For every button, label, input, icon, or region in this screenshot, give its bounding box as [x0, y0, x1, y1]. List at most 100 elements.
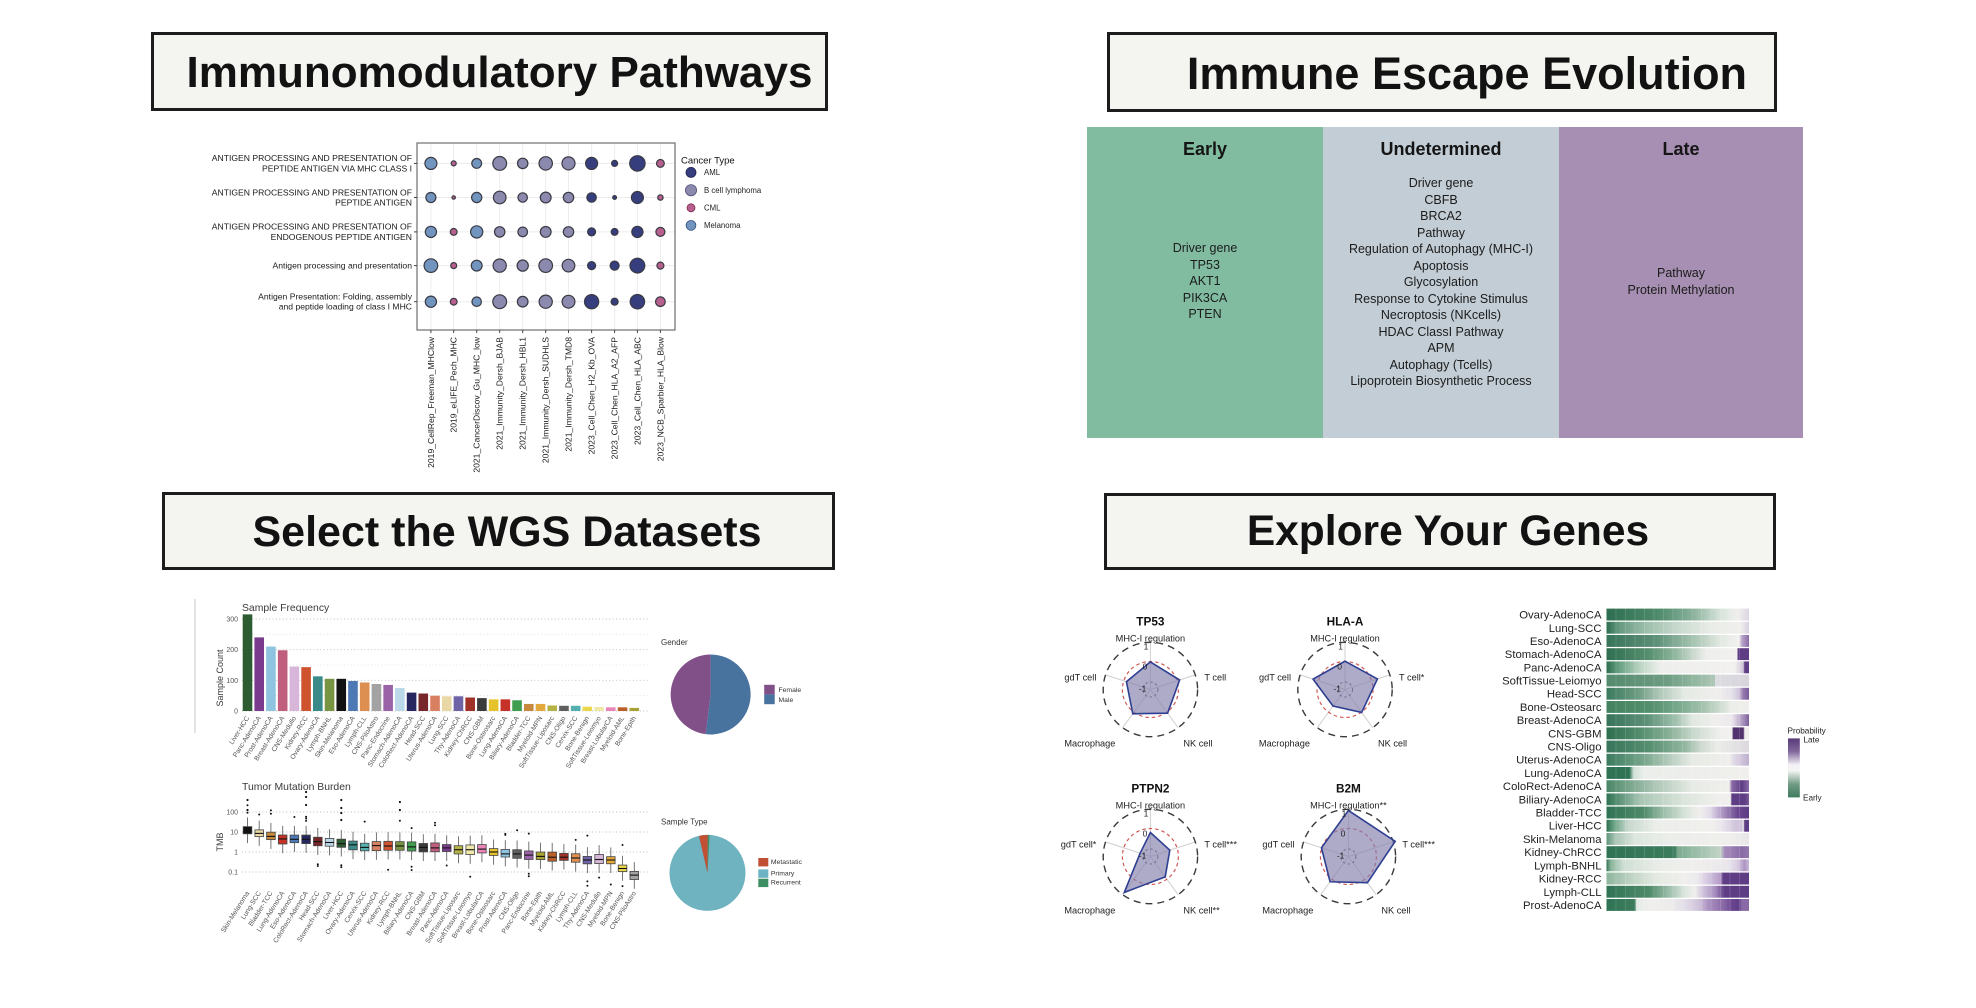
svg-text:1: 1 — [1338, 642, 1343, 652]
svg-text:PTPN2: PTPN2 — [1131, 782, 1169, 796]
svg-text:Kidney-RCC: Kidney-RCC — [1539, 874, 1602, 886]
svg-text:B cell lymphoma: B cell lymphoma — [704, 186, 762, 195]
svg-text:100: 100 — [226, 678, 238, 685]
svg-text:Liver-HCC: Liver-HCC — [1549, 821, 1602, 833]
svg-text:MHC-I regulation**: MHC-I regulation** — [1310, 801, 1387, 811]
svg-text:PEPTIDE ANTIGEN VIA MHC CLASS: PEPTIDE ANTIGEN VIA MHC CLASS I — [262, 163, 412, 173]
svg-text:Sample Count: Sample Count — [215, 649, 225, 707]
svg-text:Metastatic: Metastatic — [771, 859, 803, 866]
svg-text:gdT cell: gdT cell — [1259, 673, 1291, 683]
svg-text:100: 100 — [226, 810, 238, 817]
svg-text:AML: AML — [704, 168, 721, 177]
svg-text:0: 0 — [1143, 662, 1148, 672]
svg-text:Eso-AdenoCA: Eso-AdenoCA — [1530, 636, 1602, 648]
svg-text:-1: -1 — [1337, 851, 1345, 861]
svg-text:T cell*: T cell* — [1399, 673, 1425, 683]
svg-text:Antigen processing and present: Antigen processing and presentation — [272, 261, 412, 271]
svg-text:1: 1 — [1144, 809, 1149, 819]
svg-text:Uterus-AdenoCA: Uterus-AdenoCA — [1516, 755, 1602, 767]
svg-text:Bone-Osteosarc: Bone-Osteosarc — [1520, 702, 1602, 714]
svg-text:Cancer Type: Cancer Type — [681, 156, 735, 167]
svg-text:2021_Immunity_Dersh_BJAB: 2021_Immunity_Dersh_BJAB — [495, 337, 505, 450]
svg-text:Late: Late — [1804, 736, 1820, 745]
svg-text:PEPTIDE ANTIGEN: PEPTIDE ANTIGEN — [335, 198, 412, 208]
svg-text:Melanoma: Melanoma — [704, 221, 741, 230]
svg-text:2023_Cell_Chen_HLA_A2_AFP: 2023_Cell_Chen_HLA_A2_AFP — [610, 337, 620, 460]
svg-text:Lymph-CLL: Lymph-CLL — [1544, 887, 1602, 899]
svg-text:NK cell: NK cell — [1378, 739, 1407, 749]
svg-text:Ovary-AdenoCA: Ovary-AdenoCA — [1519, 610, 1602, 622]
svg-text:Prost-AdenoCA: Prost-AdenoCA — [1523, 900, 1602, 912]
svg-text:2019_eLIFE_Pech_MHC: 2019_eLIFE_Pech_MHC — [449, 337, 459, 433]
svg-text:2023_Cell_Chen_HLA_ABC: 2023_Cell_Chen_HLA_ABC — [632, 337, 642, 445]
svg-text:CNS-GBM: CNS-GBM — [1548, 728, 1601, 740]
svg-text:ANTIGEN PROCESSING AND PRESENT: ANTIGEN PROCESSING AND PRESENTATION OF — [212, 153, 412, 163]
svg-text:0: 0 — [1337, 662, 1342, 672]
svg-text:ColoRect-AdenoCA: ColoRect-AdenoCA — [1503, 781, 1602, 793]
svg-text:CNS-Oligo: CNS-Oligo — [1548, 742, 1602, 754]
svg-text:and peptide loading of class I: and peptide loading of class I MHC — [279, 302, 412, 312]
svg-text:Sample Frequency: Sample Frequency — [242, 603, 330, 614]
svg-text:2021_Immunity_Dersh_TMD8: 2021_Immunity_Dersh_TMD8 — [564, 337, 574, 452]
svg-text:2023_Cell_Chen_H2_Kb_OVA: 2023_Cell_Chen_H2_Kb_OVA — [587, 337, 597, 455]
svg-text:0: 0 — [1143, 829, 1148, 839]
svg-text:Skin-Melanoma: Skin-Melanoma — [1523, 834, 1602, 846]
svg-text:ANTIGEN PROCESSING AND PRESENT: ANTIGEN PROCESSING AND PRESENTATION OF — [212, 187, 412, 197]
svg-text:CML: CML — [704, 203, 721, 212]
svg-text:Stomach-AdenoCA: Stomach-AdenoCA — [1505, 649, 1602, 661]
svg-text:Breast-AdenoCA: Breast-AdenoCA — [1517, 715, 1602, 727]
svg-text:2021_CancerDiscov_Gu_MHC_low: 2021_CancerDiscov_Gu_MHC_low — [472, 336, 482, 472]
svg-text:Macrophage: Macrophage — [1262, 906, 1313, 916]
svg-text:Macrophage: Macrophage — [1259, 739, 1310, 749]
svg-text:2021_Immunity_Dersh_HBL1: 2021_Immunity_Dersh_HBL1 — [518, 337, 528, 450]
svg-text:1: 1 — [1342, 809, 1347, 819]
svg-text:Sample Type: Sample Type — [661, 818, 708, 827]
svg-text:Biliary-AdenoCA: Biliary-AdenoCA — [1519, 794, 1602, 806]
svg-text:-1: -1 — [1139, 851, 1147, 861]
svg-text:200: 200 — [226, 647, 238, 654]
svg-text:Lung-AdenoCA: Lung-AdenoCA — [1524, 768, 1602, 780]
svg-text:Male: Male — [779, 697, 794, 704]
svg-text:10: 10 — [230, 830, 238, 837]
svg-text:T cell: T cell — [1204, 673, 1226, 683]
svg-text:SoftTissue-Leiomyo: SoftTissue-Leiomyo — [1502, 676, 1601, 688]
svg-text:Macrophage: Macrophage — [1064, 906, 1115, 916]
svg-text:1: 1 — [1144, 642, 1149, 652]
svg-text:ENDOGENOUS PEPTIDE ANTIGEN: ENDOGENOUS PEPTIDE ANTIGEN — [271, 232, 412, 242]
svg-text:MHC-I regulation: MHC-I regulation — [1310, 634, 1379, 644]
svg-text:Panc-AdenoCA: Panc-AdenoCA — [1524, 662, 1602, 674]
svg-text:NK cell: NK cell — [1183, 739, 1212, 749]
svg-text:T cell***: T cell*** — [1402, 840, 1435, 850]
svg-text:MHC-I regulation: MHC-I regulation — [1116, 634, 1185, 644]
svg-text:HLA-A: HLA-A — [1327, 615, 1364, 629]
svg-text:T cell***: T cell*** — [1204, 840, 1237, 850]
svg-text:2021_Immunity_Dersh_SUDHLS: 2021_Immunity_Dersh_SUDHLS — [541, 337, 551, 463]
svg-text:gdT cell: gdT cell — [1064, 673, 1096, 683]
svg-text:Head-SCC: Head-SCC — [1547, 689, 1602, 701]
svg-text:Macrophage: Macrophage — [1064, 739, 1115, 749]
svg-text:Probability: Probability — [1788, 727, 1827, 736]
svg-text:TP53: TP53 — [1136, 615, 1165, 629]
svg-text:Bladder-TCC: Bladder-TCC — [1536, 808, 1602, 820]
svg-text:Antigen Presentation: Folding,: Antigen Presentation: Folding, assembly — [258, 292, 413, 302]
svg-text:0.1: 0.1 — [228, 870, 238, 877]
svg-text:-1: -1 — [1139, 684, 1147, 694]
svg-text:gdT cell*: gdT cell* — [1061, 840, 1097, 850]
svg-text:B2M: B2M — [1336, 782, 1361, 796]
svg-text:Lung-SCC: Lung-SCC — [1549, 623, 1602, 635]
svg-text:Tumor Mutation Burden: Tumor Mutation Burden — [242, 782, 351, 793]
svg-text:0: 0 — [234, 709, 238, 716]
svg-text:1: 1 — [234, 850, 238, 857]
svg-text:Lymph-BNHL: Lymph-BNHL — [1534, 860, 1601, 872]
svg-text:ANTIGEN PROCESSING AND PRESENT: ANTIGEN PROCESSING AND PRESENTATION OF — [212, 222, 412, 232]
svg-text:Gender: Gender — [661, 638, 688, 647]
svg-text:2019_CellRep_Freeman_MHClow: 2019_CellRep_Freeman_MHClow — [426, 336, 436, 468]
svg-text:Early: Early — [1803, 794, 1823, 803]
svg-text:Kidney-ChRCC: Kidney-ChRCC — [1524, 847, 1601, 859]
svg-text:2023_NCB_Sparbier_HLA_Blow: 2023_NCB_Sparbier_HLA_Blow — [655, 336, 665, 461]
svg-text:gdT cell: gdT cell — [1262, 840, 1294, 850]
svg-text:MHC-I regulation: MHC-I regulation — [1116, 801, 1185, 811]
svg-text:0: 0 — [1341, 829, 1346, 839]
svg-text:TMB: TMB — [215, 833, 225, 852]
svg-text:NK cell: NK cell — [1381, 906, 1410, 916]
